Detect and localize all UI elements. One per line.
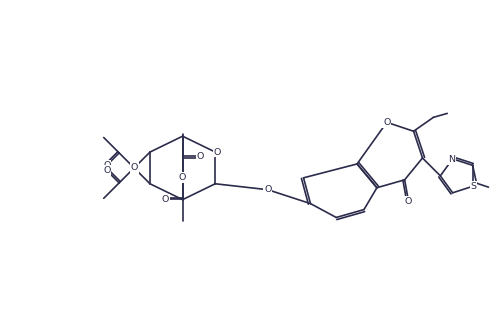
Text: N: N (448, 155, 455, 164)
Text: O: O (264, 185, 272, 194)
Text: O: O (196, 151, 204, 161)
Text: O: O (179, 173, 186, 182)
Text: O: O (405, 197, 412, 206)
Text: O: O (131, 164, 138, 173)
Text: O: O (383, 118, 390, 127)
Text: O: O (103, 166, 111, 175)
Text: O: O (214, 148, 221, 156)
Text: S: S (471, 182, 477, 191)
Text: O: O (179, 173, 186, 182)
Text: O: O (103, 161, 111, 170)
Text: O: O (161, 195, 169, 204)
Text: O: O (131, 163, 138, 172)
